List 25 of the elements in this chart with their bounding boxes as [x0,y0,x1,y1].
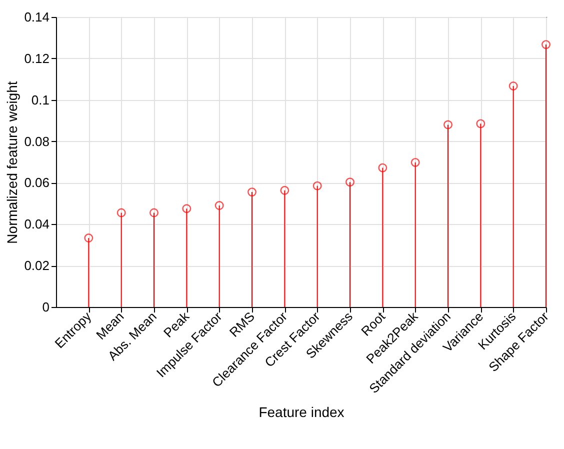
point [150,208,158,218]
y-tick-label: 0.04 [24,216,50,232]
point [182,204,192,214]
x-axis-title: Feature index [258,404,344,420]
point [116,208,126,218]
point [346,178,354,187]
point [214,201,224,210]
y-tick-label: 0.12 [24,50,50,66]
y-tick-label: 0.02 [24,258,50,274]
point [410,158,420,167]
point [508,82,518,90]
point [248,188,256,196]
y-tick-label: 0.06 [24,175,50,190]
point [312,181,322,190]
point [84,234,94,242]
y-tick-label: 0.14 [24,10,50,24]
point [378,163,388,172]
y-tick-label: 0.08 [24,134,50,149]
y-tick-label: 0.1 [31,92,50,108]
point [476,119,486,128]
point [542,40,550,50]
y-axis-title: Normalized feature weight [4,81,20,244]
y-tick-label: 0 [42,300,50,314]
point [280,186,290,195]
point [444,120,452,130]
